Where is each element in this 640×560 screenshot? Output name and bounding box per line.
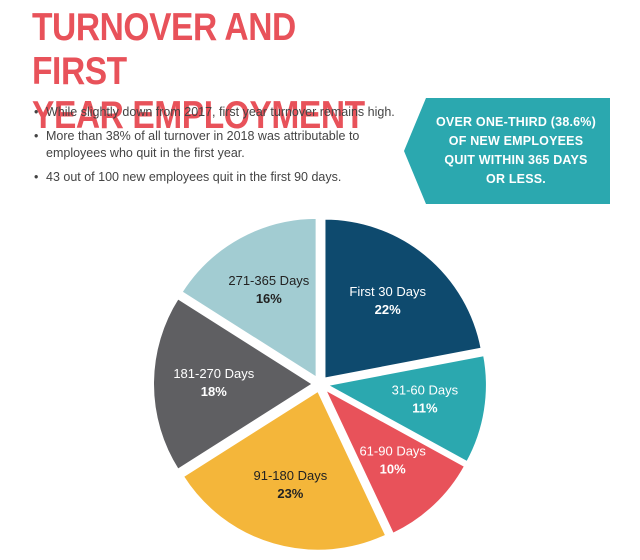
slice-value-181-270-days: 18% xyxy=(201,384,227,399)
slice-label-91-180-days: 91-180 Days xyxy=(254,468,328,483)
pie-slice-271-365-days xyxy=(180,216,318,380)
title-line-1: TURNOVER AND FIRST xyxy=(32,6,296,93)
callout-line: OVER ONE-THIRD (38.6%) xyxy=(436,115,596,129)
pie-slice-61-90-days xyxy=(322,386,467,536)
bullet-list: While slightly down from 2017, first yea… xyxy=(32,104,402,193)
slice-value-271-365-days: 16% xyxy=(256,291,282,306)
slice-value-first-30-days: 22% xyxy=(375,302,401,317)
pie-slice-first-30-days xyxy=(323,217,483,380)
callout-line: QUIT WITHIN 365 DAYS xyxy=(444,153,588,167)
callout-banner: OVER ONE-THIRD (38.6%) OF NEW EMPLOYEES … xyxy=(404,98,610,204)
pie-slice-91-180-days xyxy=(181,389,388,552)
callout-line: OR LESS. xyxy=(486,172,546,186)
slice-label-31-60-days: 31-60 Days xyxy=(392,383,459,398)
slice-label-61-90-days: 61-90 Days xyxy=(359,443,426,458)
callout-text: OVER ONE-THIRD (38.6%) OF NEW EMPLOYEES … xyxy=(426,110,606,192)
bullet-item: 43 out of 100 new employees quit in the … xyxy=(32,169,402,186)
pie-slice-31-60-days xyxy=(323,353,488,464)
slice-value-31-60-days: 11% xyxy=(412,401,438,416)
slice-label-271-365-days: 271-365 Days xyxy=(228,273,309,288)
slice-value-91-180-days: 23% xyxy=(277,486,303,501)
pie-slice-181-270-days xyxy=(152,296,315,472)
callout-shape xyxy=(404,98,610,204)
bullet-item: While slightly down from 2017, first yea… xyxy=(32,104,402,121)
bullet-item: More than 38% of all turnover in 2018 wa… xyxy=(32,128,402,162)
callout-line: OF NEW EMPLOYEES xyxy=(448,134,584,148)
slice-label-181-270-days: 181-270 Days xyxy=(173,366,254,381)
slice-label-first-30-days: First 30 Days xyxy=(349,284,426,299)
slice-value-61-90-days: 10% xyxy=(380,461,406,476)
